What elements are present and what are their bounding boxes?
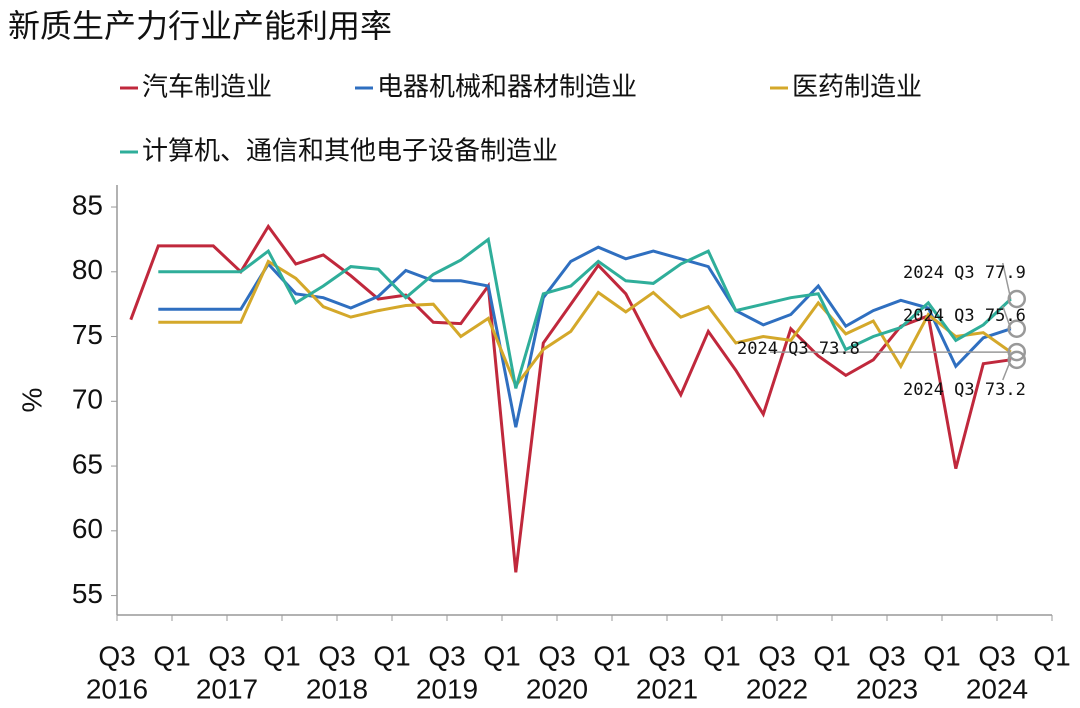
x-tick-label: Q1 [923, 640, 960, 671]
y-tick-label: 55 [72, 578, 103, 609]
year-label: 2017 [196, 673, 258, 704]
end-marker [1007, 319, 1026, 339]
x-tick-label: Q3 [318, 640, 355, 671]
y-axis-label: % [16, 388, 47, 413]
chart-title: 新质生产力行业产能利用率 [8, 7, 392, 45]
x-tick-label: Q3 [978, 640, 1015, 671]
year-label: 2022 [746, 673, 808, 704]
x-tick-label: Q3 [648, 640, 685, 671]
year-label: 2018 [306, 673, 368, 704]
y-tick-label: 80 [72, 254, 103, 285]
y-tick-label: 65 [72, 448, 103, 479]
year-label: 2016 [86, 673, 148, 704]
legend-label: 计算机、通信和其他电子设备制造业 [142, 137, 558, 167]
series-line [158, 236, 1012, 389]
x-tick-label: Q3 [868, 640, 905, 671]
x-tick-label: Q3 [758, 640, 795, 671]
x-tick-label: Q1 [483, 640, 520, 671]
year-label: 2019 [416, 673, 478, 704]
annotation: 2024 Q3 75.6 [903, 306, 1026, 326]
x-tick-label: Q1 [1033, 640, 1070, 671]
series-line [158, 245, 1012, 428]
end-marker [1007, 350, 1026, 370]
x-tick-label: Q3 [208, 640, 245, 671]
x-tick-label: Q1 [373, 640, 410, 671]
y-tick-label: 60 [72, 513, 103, 544]
year-label: 2024 [966, 673, 1028, 704]
y-tick-label: 70 [72, 384, 103, 415]
legend-label: 医药制造业 [792, 73, 922, 103]
year-label: 2021 [636, 673, 698, 704]
x-tick-label: Q1 [813, 640, 850, 671]
x-tick-label: Q1 [263, 640, 300, 671]
annotation: 2024 Q3 73.2 [903, 380, 1026, 400]
y-tick-label: 75 [72, 319, 103, 350]
x-tick-label: Q3 [428, 640, 465, 671]
annotation: 2024 Q3 73.8 [737, 339, 860, 359]
series-line [129, 223, 1012, 573]
end-marker [1007, 289, 1026, 309]
x-tick-label: Q3 [98, 640, 135, 671]
legend-label: 汽车制造业 [142, 73, 272, 103]
x-tick-label: Q1 [153, 640, 190, 671]
x-tick-label: Q1 [703, 640, 740, 671]
legend-label: 电器机械和器材制造业 [377, 73, 637, 103]
end-marker [1007, 342, 1026, 362]
annotation: 2024 Q3 77.9 [903, 263, 1026, 283]
year-label: 2023 [856, 673, 918, 704]
y-tick-label: 85 [72, 189, 103, 220]
x-tick-label: Q3 [538, 640, 575, 671]
series-line [158, 259, 1012, 389]
leader-line [1002, 262, 1012, 300]
year-label: 2020 [526, 673, 588, 704]
x-tick-label: Q1 [593, 640, 630, 671]
